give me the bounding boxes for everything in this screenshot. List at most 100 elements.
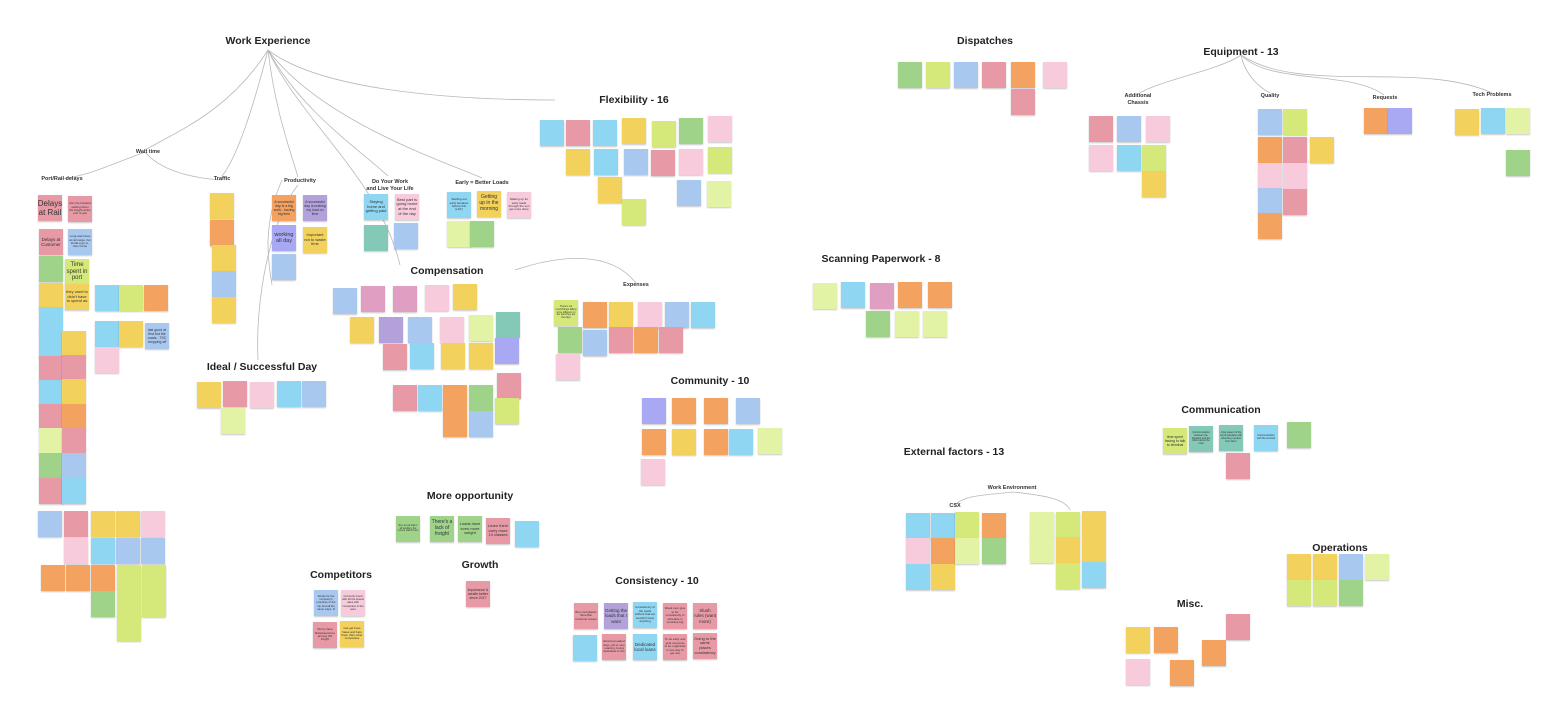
sticky-note[interactable] (62, 355, 86, 381)
sticky-note[interactable]: Important not to waste time (303, 227, 327, 253)
sticky-note[interactable] (1202, 640, 1226, 666)
sticky-note[interactable] (652, 121, 676, 147)
sticky-note[interactable] (408, 317, 432, 343)
sticky-note[interactable] (1056, 563, 1080, 589)
sticky-note[interactable] (1364, 108, 1388, 134)
sticky-note[interactable] (197, 382, 221, 408)
sticky-note[interactable]: Getting up in the morning (477, 191, 501, 217)
sticky-note[interactable] (515, 521, 539, 547)
sticky-note[interactable] (1365, 554, 1389, 580)
sticky-note[interactable] (1117, 145, 1141, 171)
sticky-note[interactable] (641, 459, 665, 485)
sticky-note[interactable] (691, 302, 715, 328)
sticky-note[interactable]: Get get boss hates and bets them than ot… (340, 621, 364, 647)
sticky-note[interactable] (1082, 562, 1106, 588)
sticky-note[interactable] (955, 512, 979, 538)
sticky-note[interactable] (1142, 171, 1166, 197)
sticky-note[interactable] (573, 635, 597, 661)
sticky-note[interactable]: A successful day is making my load on ti… (303, 195, 327, 221)
sticky-note[interactable] (95, 321, 119, 347)
sticky-note[interactable] (62, 379, 86, 405)
sticky-note[interactable] (1455, 109, 1479, 135)
sticky-note[interactable] (758, 428, 782, 454)
sticky-note[interactable] (350, 317, 374, 343)
sticky-note[interactable]: Consistency of the loads without that we… (633, 602, 657, 628)
sticky-note[interactable] (729, 429, 753, 455)
sticky-note[interactable] (622, 199, 646, 225)
sticky-note[interactable] (95, 347, 119, 373)
sticky-note[interactable] (453, 284, 477, 310)
sticky-note[interactable]: Learn them carry more 10 classes (486, 518, 510, 544)
sticky-note[interactable]: Delays at Rail (38, 195, 62, 221)
sticky-note[interactable] (609, 327, 633, 353)
sticky-note[interactable] (1283, 189, 1307, 215)
sticky-note[interactable] (1258, 213, 1282, 239)
sticky-note[interactable] (677, 180, 701, 206)
sticky-note[interactable] (1258, 163, 1282, 189)
sticky-note[interactable] (1481, 108, 1505, 134)
sticky-note[interactable] (119, 285, 143, 311)
sticky-note[interactable]: Starting out early because before this (… (447, 192, 471, 218)
sticky-note[interactable] (708, 116, 732, 142)
sticky-note[interactable] (1117, 116, 1141, 142)
sticky-note[interactable] (1283, 137, 1307, 163)
sticky-note[interactable] (665, 302, 689, 328)
sticky-note[interactable] (622, 118, 646, 144)
sticky-note[interactable] (39, 428, 63, 454)
sticky-note[interactable]: Getting the loads that I want (604, 603, 628, 629)
sticky-note[interactable] (272, 254, 296, 280)
sticky-note[interactable] (679, 118, 703, 144)
sticky-note[interactable] (302, 381, 326, 407)
sticky-note[interactable]: Week over give to be consistently in sch… (663, 603, 687, 629)
sticky-note[interactable] (117, 565, 141, 591)
sticky-note[interactable] (1011, 89, 1035, 115)
sticky-note[interactable] (1126, 627, 1150, 653)
sticky-note[interactable]: Going to the same places consistency (693, 633, 717, 659)
sticky-note[interactable] (954, 62, 978, 88)
sticky-note[interactable] (212, 271, 236, 297)
sticky-note[interactable] (1082, 511, 1106, 537)
sticky-note[interactable] (906, 564, 930, 590)
sticky-note[interactable] (469, 315, 493, 341)
sticky-note[interactable] (1082, 537, 1106, 563)
sticky-note[interactable] (496, 312, 520, 338)
sticky-note[interactable]: There's a lack of freight (430, 516, 454, 542)
sticky-note[interactable] (566, 120, 590, 146)
sticky-note[interactable] (540, 120, 564, 146)
sticky-note[interactable] (1226, 614, 1250, 640)
sticky-note[interactable] (495, 398, 519, 424)
sticky-note[interactable] (39, 380, 63, 406)
sticky-note[interactable]: A successful day is a big work - having … (272, 195, 296, 221)
sticky-note[interactable] (704, 429, 728, 455)
sticky-note[interactable] (982, 538, 1006, 564)
sticky-note[interactable]: Communication between the dispatch and t… (1189, 426, 1213, 452)
sticky-note[interactable] (383, 344, 407, 370)
sticky-note[interactable] (393, 385, 417, 411)
sticky-note[interactable] (469, 385, 493, 411)
sticky-note[interactable] (1030, 537, 1054, 563)
sticky-note[interactable] (609, 302, 633, 328)
sticky-note[interactable] (1287, 422, 1311, 448)
sticky-note[interactable] (707, 181, 731, 207)
sticky-note[interactable] (39, 356, 63, 382)
sticky-note[interactable] (931, 564, 955, 590)
sticky-note[interactable] (642, 429, 666, 455)
sticky-note[interactable] (62, 478, 86, 504)
sticky-note[interactable] (583, 330, 607, 356)
sticky-note[interactable] (1313, 580, 1337, 606)
sticky-note[interactable] (38, 511, 62, 537)
sticky-note[interactable] (659, 327, 683, 353)
sticky-note[interactable] (469, 343, 493, 369)
sticky-note[interactable] (39, 307, 63, 333)
sticky-note[interactable] (495, 338, 519, 364)
sticky-note[interactable] (223, 381, 247, 407)
sticky-note[interactable]: Best part is going home at the end of th… (395, 194, 419, 220)
sticky-note[interactable]: time spent having to talk to terminal (1163, 428, 1187, 454)
sticky-note[interactable]: Communication with the terminal (1254, 425, 1278, 451)
sticky-note[interactable] (142, 565, 166, 591)
sticky-note[interactable] (39, 478, 63, 504)
sticky-note[interactable] (364, 225, 388, 251)
sticky-note[interactable]: Currently Good with all the lowest rates… (341, 590, 365, 616)
sticky-note[interactable] (866, 311, 890, 337)
sticky-note[interactable] (116, 511, 140, 537)
